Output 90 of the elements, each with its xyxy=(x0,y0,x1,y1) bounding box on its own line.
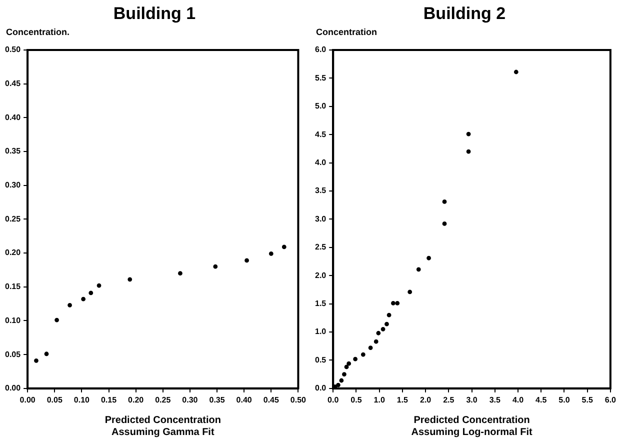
point xyxy=(360,352,366,357)
x-tick-label: 2.0 xyxy=(420,395,432,404)
point xyxy=(426,256,431,260)
x-tick-label: 0.20 xyxy=(128,395,144,404)
y-tick-label: 2.0 xyxy=(314,270,327,280)
y-tick-label: 0.05 xyxy=(4,350,22,359)
y-tick-label: 5.0 xyxy=(314,102,327,111)
point xyxy=(466,149,471,154)
y-tick-label: 0.40 xyxy=(4,112,22,122)
x-tick-label: 4.0 xyxy=(512,395,524,404)
point xyxy=(346,361,352,366)
y-tick-label: 0.10 xyxy=(4,316,22,325)
x-tick-label: 6.0 xyxy=(604,395,617,404)
x-tick-label: 0.10 xyxy=(74,395,90,404)
point xyxy=(128,277,132,282)
x-tick-label: 3.5 xyxy=(489,395,501,404)
point xyxy=(88,290,94,296)
y-tick-label: 0.25 xyxy=(4,214,22,224)
x-tick-label: 3.0 xyxy=(466,395,478,404)
x-tick-label: 0.30 xyxy=(182,395,198,404)
y-tick-label: 6.0 xyxy=(314,45,327,54)
y-tick-label: 0.20 xyxy=(4,248,22,258)
point xyxy=(380,326,386,332)
point xyxy=(408,290,412,294)
point xyxy=(395,301,400,306)
y-tick-label: 0.00 xyxy=(4,384,22,393)
x-tick-label: 4.5 xyxy=(536,395,548,404)
point xyxy=(368,346,373,350)
point xyxy=(339,378,344,383)
point xyxy=(178,271,182,276)
x-tick-label: 5.0 xyxy=(558,395,570,404)
point xyxy=(336,382,340,388)
x-tick-label: 0.40 xyxy=(236,395,252,404)
y-axis-title: Concentration xyxy=(316,27,378,37)
x-tick-label: 1.0 xyxy=(374,395,386,404)
y-tick-label: 0.35 xyxy=(4,146,22,156)
y-tick-label: 5.5 xyxy=(314,73,327,82)
point xyxy=(374,339,378,344)
point xyxy=(213,264,218,269)
point xyxy=(514,70,518,74)
point xyxy=(44,352,49,356)
point xyxy=(416,267,421,272)
point xyxy=(376,330,381,336)
point xyxy=(353,356,358,362)
x-tick-label: 0.45 xyxy=(263,395,280,404)
y-tick-label: 0.50 xyxy=(4,45,22,54)
x-tick-label: 0.5 xyxy=(350,395,362,404)
point xyxy=(268,252,274,256)
x-tick-label: 5.5 xyxy=(582,395,594,404)
x-tick-label: 2.5 xyxy=(443,395,455,404)
point xyxy=(442,222,447,226)
point xyxy=(54,318,59,322)
y-tick-label: 0.0 xyxy=(314,384,327,393)
y-tick-label: 0.45 xyxy=(4,79,22,88)
x-tick-label: 0.00 xyxy=(20,395,36,404)
point xyxy=(442,200,447,204)
point xyxy=(34,358,38,363)
x-tick-label: 0.35 xyxy=(209,395,226,404)
y-tick-label: 3.5 xyxy=(314,186,327,196)
y-tick-label: 0.30 xyxy=(4,180,22,190)
y-tick-label: 4.0 xyxy=(314,158,327,168)
x-tick-label: 0.05 xyxy=(46,395,63,404)
x-axis-title: Predicted Concentration Assuming Gamma Fit xyxy=(104,414,221,438)
y-axis-title: Concentration. xyxy=(6,27,70,37)
chart-title: Building 2 xyxy=(422,4,507,24)
point xyxy=(384,322,389,326)
point xyxy=(344,364,349,370)
point xyxy=(81,296,86,302)
point xyxy=(282,244,286,250)
y-tick-label: 4.5 xyxy=(314,130,327,139)
y-tick-label: 1.5 xyxy=(314,299,327,308)
point xyxy=(386,312,392,318)
x-axis-title: Predicted Concentration Assuming Log-normal Fit xyxy=(411,414,534,438)
point xyxy=(466,132,471,136)
point xyxy=(342,372,346,376)
y-tick-label: 1.0 xyxy=(314,327,327,336)
y-tick-label: 2.5 xyxy=(314,242,327,252)
y-tick-label: 0.15 xyxy=(4,282,22,292)
chart-title: Building 1 xyxy=(112,4,197,24)
point xyxy=(244,258,249,263)
x-tick-label: 1.5 xyxy=(396,395,409,404)
x-tick-label: 0.15 xyxy=(100,395,118,404)
y-tick-label: 0.5 xyxy=(314,355,327,364)
point xyxy=(68,302,72,308)
x-tick-label: 0.0 xyxy=(328,395,340,404)
x-tick-label: 0.25 xyxy=(155,395,172,404)
point xyxy=(391,301,396,306)
y-tick-label: 3.0 xyxy=(314,214,327,224)
point xyxy=(96,283,102,288)
x-tick-label: 0.50 xyxy=(290,395,307,404)
